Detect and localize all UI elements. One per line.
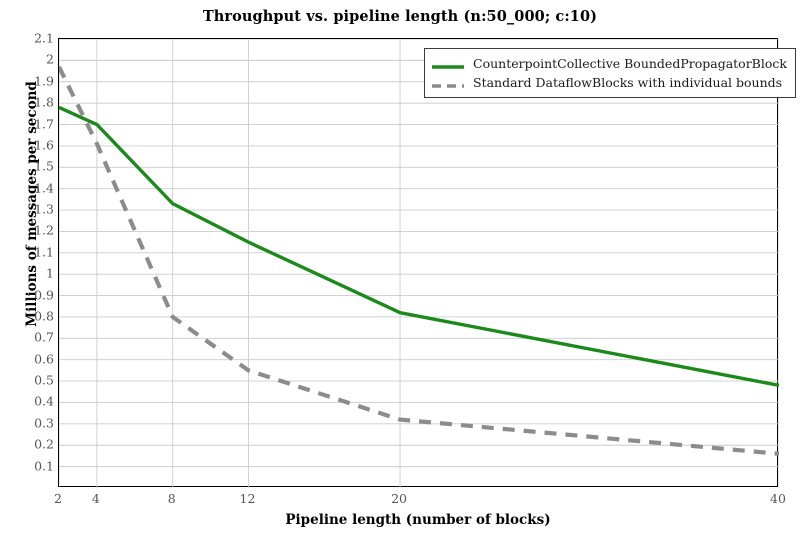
y-tick-label: 1.2 xyxy=(34,222,54,238)
legend-label-counterpoint: CounterpointCollective BoundedPropagator… xyxy=(473,56,787,71)
y-tick-label: 0.4 xyxy=(34,393,54,409)
x-tick-label: 2 xyxy=(54,491,62,506)
x-axis-label: Pipeline length (number of blocks) xyxy=(285,512,551,528)
x-tick-label: 40 xyxy=(770,491,786,506)
legend-swatch-dashed-icon xyxy=(431,77,465,89)
x-tick-label: 20 xyxy=(391,491,407,506)
x-tick-label: 12 xyxy=(239,491,256,506)
y-tick-label: 1 xyxy=(46,265,54,281)
chart-title: Throughput vs. pipeline length (n:50_000… xyxy=(202,8,598,25)
y-tick-label: 0.8 xyxy=(34,308,54,324)
legend-label-standard: Standard DataflowBlocks with individual … xyxy=(473,75,783,90)
y-tick-label: 1.3 xyxy=(34,201,54,217)
y-tick-label: 1.9 xyxy=(34,73,54,89)
y-tick-label: 1.5 xyxy=(34,158,54,174)
plot-area xyxy=(58,38,779,488)
data-series-layer xyxy=(59,65,779,456)
y-tick-label: 2.1 xyxy=(34,30,54,46)
x-tick-label: 4 xyxy=(91,491,100,506)
series-line-1 xyxy=(59,65,779,456)
y-tick-label: 1.4 xyxy=(34,180,54,196)
y-tick-label: 2 xyxy=(46,51,54,67)
y-tick-label: 0.9 xyxy=(34,287,54,303)
y-tick-label: 1.7 xyxy=(34,116,54,132)
x-tick-label: 8 xyxy=(167,491,176,506)
series-line-0 xyxy=(59,105,779,388)
chart-legend: CounterpointCollective BoundedPropagator… xyxy=(424,48,796,98)
y-tick-label: 0.1 xyxy=(34,458,54,474)
gridlines xyxy=(59,39,779,488)
legend-item-counterpoint[interactable]: CounterpointCollective BoundedPropagator… xyxy=(431,54,787,73)
legend-swatch-solid-icon xyxy=(431,58,465,70)
y-tick-label: 1.1 xyxy=(34,244,54,260)
y-tick-label: 0.2 xyxy=(34,436,54,452)
y-tick-label: 0.5 xyxy=(34,372,54,388)
y-tick-label: 0.6 xyxy=(34,351,54,367)
legend-item-standard[interactable]: Standard DataflowBlocks with individual … xyxy=(431,73,787,92)
y-tick-label: 0.3 xyxy=(34,415,54,431)
y-tick-label: 0.7 xyxy=(34,329,54,345)
y-tick-label: 1.6 xyxy=(34,137,54,153)
y-tick-label: 1.8 xyxy=(34,94,54,110)
plot-svg xyxy=(59,39,779,488)
